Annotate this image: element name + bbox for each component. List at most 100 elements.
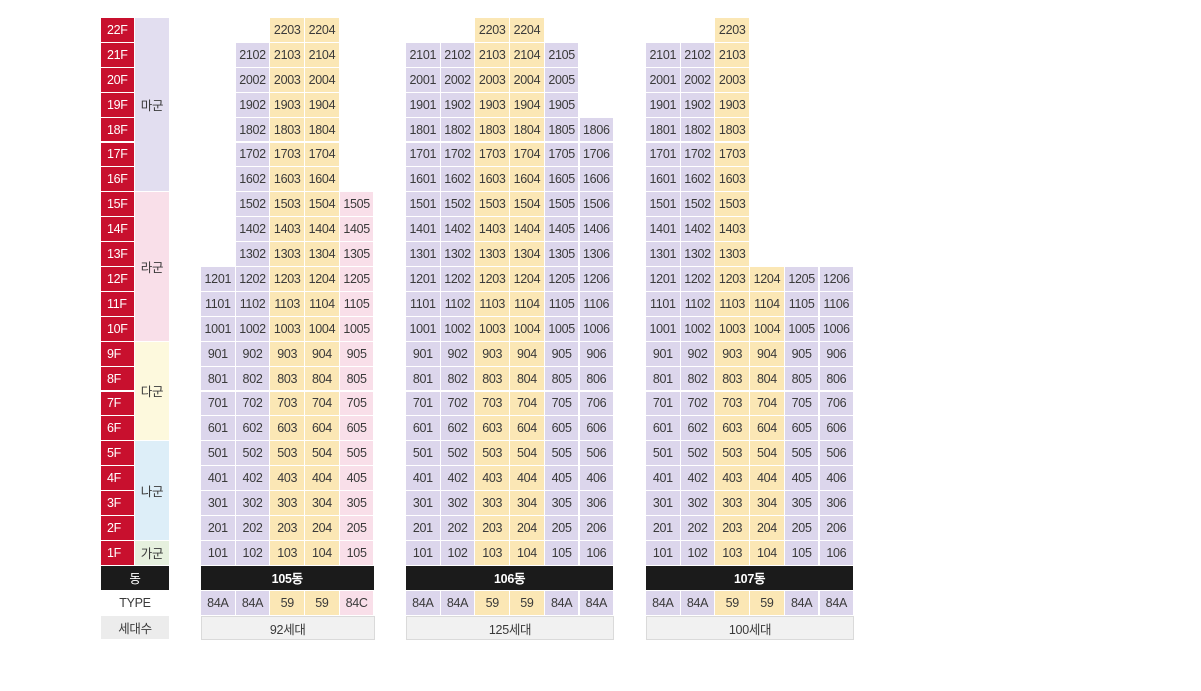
unit-cell: 1804 — [305, 117, 340, 143]
unit-cell: 1704 — [305, 142, 340, 168]
unit-cell: 1004 — [750, 316, 785, 342]
unit-cell: 706 — [819, 391, 855, 417]
unit-cell: 1501 — [406, 192, 441, 218]
unit-cell: 101 — [646, 540, 681, 566]
floor-label: 21F — [101, 42, 135, 68]
floor-label: 5F — [101, 441, 135, 467]
unit-cell: 1006 — [819, 316, 855, 342]
unit-cell: 1303 — [475, 242, 511, 267]
unit-cell: 1202 — [680, 267, 716, 292]
unit-cell: 1304 — [510, 242, 545, 267]
unit-cell: 604 — [305, 416, 340, 442]
unit-cell: 1205 — [339, 267, 375, 292]
unit-cell: 801 — [201, 366, 236, 392]
unit-cell: 202 — [440, 516, 476, 541]
unit-cell: 404 — [305, 466, 340, 492]
unit-type: 84A — [579, 590, 615, 616]
unit-cell: 501 — [646, 441, 681, 467]
unit-cell: 202 — [680, 516, 716, 541]
unit-cell: 701 — [201, 391, 236, 417]
unit-cell: 1505 — [339, 192, 375, 218]
unit-cell: 305 — [339, 491, 375, 516]
unit-cell: 105 — [339, 540, 375, 566]
unit-cell: 605 — [339, 416, 375, 442]
unit-cell: 901 — [646, 341, 681, 367]
unit-cell: 1605 — [544, 167, 580, 193]
unit-cell: 1204 — [510, 267, 545, 292]
unit-cell: 703 — [715, 391, 751, 417]
unit-cell: 1101 — [646, 291, 681, 317]
unit-cell: 504 — [750, 441, 785, 467]
unit-cell: 1902 — [235, 92, 271, 118]
unit-cell: 1206 — [819, 267, 855, 292]
unit-type: 84A — [784, 590, 820, 616]
dong-header: 동 — [101, 565, 170, 591]
unit-cell: 503 — [715, 441, 751, 467]
unit-cell: 502 — [440, 441, 476, 467]
unit-cell: 1302 — [440, 242, 476, 267]
unit-cell: 403 — [270, 466, 306, 492]
unit-cell: 1102 — [680, 291, 716, 317]
unit-cell: 1405 — [544, 217, 580, 243]
unit-cell: 702 — [440, 391, 476, 417]
unit-cell: 1903 — [715, 92, 751, 118]
unit-cell: 1205 — [544, 267, 580, 292]
unit-cell: 801 — [406, 366, 441, 392]
unit-cell: 306 — [579, 491, 615, 516]
floor-label: 1F — [101, 540, 135, 566]
unit-cell: 803 — [270, 366, 306, 392]
unit-type: 84A — [440, 590, 476, 616]
unit-cell: 1303 — [715, 242, 751, 267]
unit-cell: 1602 — [235, 167, 271, 193]
unit-cell: 1301 — [646, 242, 681, 267]
unit-cell: 1504 — [305, 192, 340, 218]
unit-cell: 905 — [339, 341, 375, 367]
unit-cell: 1403 — [715, 217, 751, 243]
unit-cell: 2102 — [680, 42, 716, 68]
unit-cell: 203 — [270, 516, 306, 541]
unit-cell: 502 — [235, 441, 271, 467]
unit-cell: 901 — [201, 341, 236, 367]
unit-cell: 502 — [680, 441, 716, 467]
unit-type: 84A — [646, 590, 681, 616]
unit-cell: 2101 — [406, 42, 441, 68]
unit-type: 84A — [406, 590, 441, 616]
unit-cell: 706 — [579, 391, 615, 417]
unit-cell: 704 — [305, 391, 340, 417]
unit-type: 84A — [819, 590, 855, 616]
unit-cell: 1104 — [750, 291, 785, 317]
unit-cell: 1102 — [440, 291, 476, 317]
unit-cell: 804 — [750, 366, 785, 392]
unit-cell: 2003 — [715, 67, 751, 93]
unit-cell: 904 — [510, 341, 545, 367]
unit-cell: 2103 — [270, 42, 306, 68]
unit-cell: 1903 — [475, 92, 511, 118]
unit-cell: 1101 — [406, 291, 441, 317]
unit-cell: 2002 — [680, 67, 716, 93]
unit-cell: 1802 — [440, 117, 476, 143]
unit-cell: 2003 — [475, 67, 511, 93]
unit-cell: 1604 — [510, 167, 545, 193]
unit-cell: 505 — [339, 441, 375, 467]
unit-cell: 1202 — [235, 267, 271, 292]
unit-cell: 1005 — [339, 316, 375, 342]
unit-type: 59 — [510, 590, 545, 616]
unit-cell: 102 — [235, 540, 271, 566]
unit-cell: 1402 — [440, 217, 476, 243]
unit-cell: 1305 — [544, 242, 580, 267]
unit-cell: 601 — [201, 416, 236, 442]
unit-cell: 1503 — [270, 192, 306, 218]
unit-cell: 704 — [750, 391, 785, 417]
unit-cell: 303 — [475, 491, 511, 516]
unit-cell: 2102 — [235, 42, 271, 68]
unit-cell: 1004 — [305, 316, 340, 342]
household-count: 100세대 — [646, 615, 855, 641]
unit-cell: 306 — [819, 491, 855, 516]
unit-cell: 1204 — [750, 267, 785, 292]
unit-cell: 903 — [475, 341, 511, 367]
unit-cell: 1105 — [544, 291, 580, 317]
unit-cell: 906 — [819, 341, 855, 367]
unit-cell: 401 — [201, 466, 236, 492]
band-label: 가군 — [135, 540, 170, 566]
unit-cell: 102 — [680, 540, 716, 566]
